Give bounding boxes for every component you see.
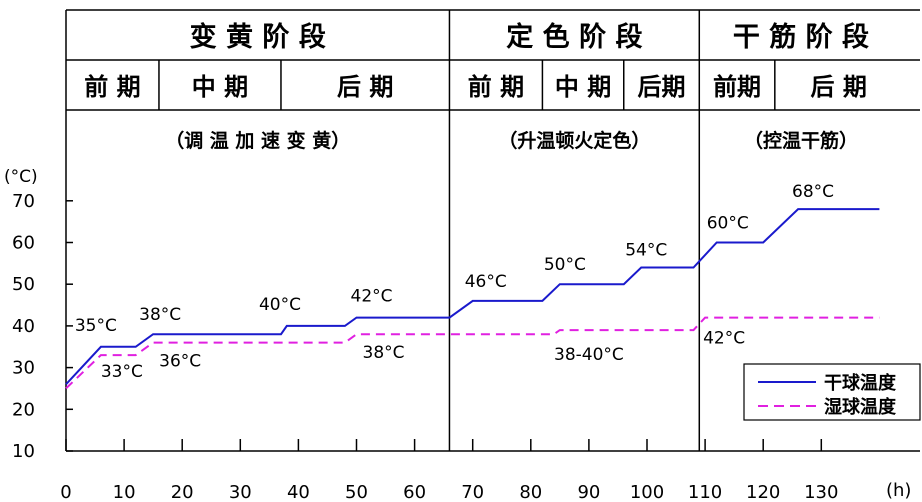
legend-box [743,363,921,421]
temperature-label: 46°C [465,272,507,292]
stage-header: 变 黄 阶 段 （调 温 加 速 变 黄） 前 期 中 期 后 期 定 色 阶 段 （升温顿… [66,9,920,451]
sub-period-label: 前 期 [84,72,140,101]
x-tick-label: 40 [287,482,310,502]
y-tick-label: 10 [12,441,35,462]
x-tick-label: 0 [60,482,71,502]
temperature-label: 38°C [363,343,405,363]
x-tick-label: 10 [113,482,136,502]
x-tick-label: 30 [229,482,252,502]
x-tick-label: 100 [630,482,664,502]
stage-title: 定 色 阶 段 [506,21,642,53]
y-tick-label: 50 [12,274,35,295]
temperature-label: 54°C [625,241,667,261]
legend-label: 干球温度 [824,372,897,394]
y-axis-title: (°C) [4,167,38,187]
y-tick-label: 30 [12,358,35,379]
x-tick-label: 60 [403,482,426,502]
series-line-dry-bulb [65,208,880,385]
x-tick-label: 20 [171,482,194,502]
stage-note: （控温干筋） [744,129,858,152]
y-tick-label: 20 [12,399,35,420]
temperature-label: 33°C [101,362,143,382]
x-axis-title: (h) [886,480,911,501]
sub-period-label: 前 期 [468,72,524,101]
temperature-label: 68°C [792,182,834,202]
temperature-label: 36°C [159,352,201,372]
x-tick-label: 120 [746,482,780,502]
temperature-label: 40°C [259,295,301,315]
stage-note: （调 温 加 速 变 黄） [165,129,350,152]
y-tick-label: 40 [12,316,35,337]
stage-title: 变 黄 阶 段 [190,21,326,53]
x-tick-label: 110 [688,482,722,502]
sub-period-label: 中 期 [555,72,611,101]
x-tick-label: 70 [461,482,484,502]
temperature-label: 38-40°C [554,345,624,365]
temperature-label: 35°C [75,316,117,336]
x-tick-label: 50 [345,482,368,502]
y-tick-label: 60 [12,233,35,254]
x-tick-label: 80 [519,482,542,502]
stage-note: （升温顿火定色） [498,129,650,152]
y-tick-label: 70 [12,191,35,212]
axes: 10 20 30 40 50 60 70 (°C) 0 10 20 30 40 50 60 70 80 90 100… [4,10,920,502]
temperature-label: 60°C [707,214,749,234]
x-tick-label: 130 [804,482,838,502]
temperature-label: 38°C [139,305,181,325]
sub-period-label: 后期 [638,72,686,101]
legend-label: 湿球温度 [824,396,897,418]
sub-period-label: 后 期 [811,72,867,101]
annotations: 35°C 38°C 40°C 42°C 46°C 50°C 54°C 60°C 68°C 33°C… [75,182,834,382]
plot-lines [65,208,880,390]
x-tick-label: 90 [577,482,600,502]
sub-period-label: 中 期 [192,72,248,101]
temperature-label: 42°C [703,329,745,349]
temperature-label: 50°C [544,255,586,275]
temperature-label: 42°C [351,287,393,307]
stage-title: 干 筋 阶 段 [733,21,869,53]
sub-period-label: 前期 [713,72,761,101]
sub-period-label: 后 期 [337,72,393,101]
